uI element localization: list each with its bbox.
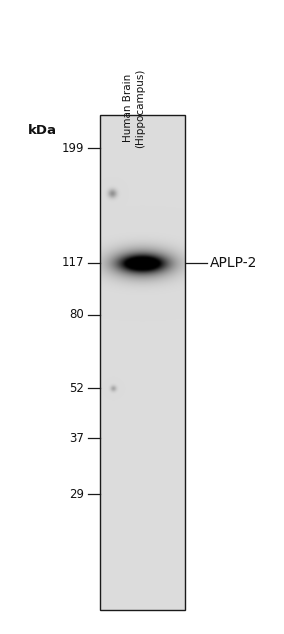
Text: 199: 199 (62, 141, 84, 155)
Text: Human Brain
(Hippocampus): Human Brain (Hippocampus) (124, 68, 145, 148)
Text: 80: 80 (69, 309, 84, 321)
Text: kDa: kDa (28, 124, 57, 136)
Text: 37: 37 (69, 432, 84, 444)
Text: 29: 29 (69, 488, 84, 500)
Text: 117: 117 (62, 257, 84, 269)
Bar (100, 115, 185, 610)
Text: APLP-2: APLP-2 (210, 256, 257, 270)
Text: 52: 52 (69, 382, 84, 394)
